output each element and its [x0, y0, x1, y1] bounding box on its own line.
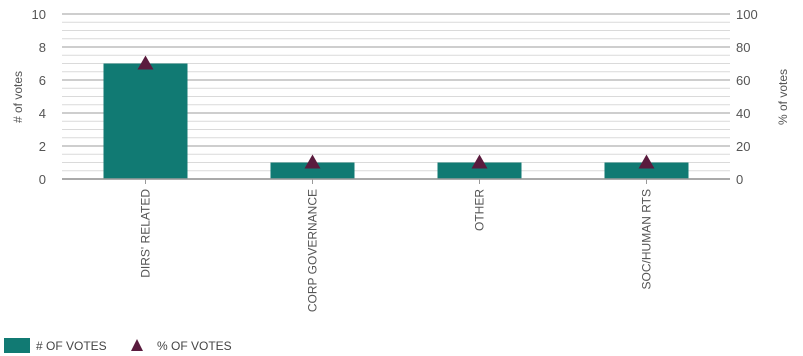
y2-tick-label: 0	[736, 172, 743, 187]
bar	[270, 162, 355, 179]
legend-marker-swatch	[131, 339, 143, 351]
y2-axis-title: % of votes	[776, 69, 790, 125]
y2-tick-label: 80	[736, 40, 750, 55]
bar	[103, 63, 188, 179]
percent-marker	[638, 154, 655, 169]
y2-tick-label: 100	[736, 7, 758, 22]
y-tick-label: 10	[32, 7, 46, 22]
y-tick-label: 4	[39, 106, 46, 121]
y-tick-label: 0	[39, 172, 46, 187]
bars	[103, 63, 689, 179]
percent-marker	[137, 55, 154, 70]
x-category-label: DIRS' RELATED	[139, 189, 153, 278]
y-tick-label: 2	[39, 139, 46, 154]
bar	[437, 162, 522, 179]
markers	[137, 55, 655, 169]
legend-label-percent: % OF VOTES	[157, 339, 232, 353]
x-category-label: SOC/HUMAN RTS	[640, 189, 654, 289]
x-category-label: CORP GOVERNANCE	[306, 189, 320, 312]
y-axis-title: # of votes	[11, 71, 25, 123]
y-tick-label: 8	[39, 40, 46, 55]
x-category-label: OTHER	[473, 189, 487, 231]
bar	[604, 162, 689, 179]
percent-marker	[471, 154, 488, 169]
y-tick-label: 6	[39, 73, 46, 88]
percent-marker	[304, 154, 321, 169]
y2-tick-label: 20	[736, 139, 750, 154]
y2-tick-label: 40	[736, 106, 750, 121]
y2-tick-label: 60	[736, 73, 750, 88]
legend: # OF VOTES % OF VOTES	[4, 338, 232, 353]
legend-label-votes: # OF VOTES	[36, 339, 107, 353]
legend-bar-swatch	[4, 338, 30, 353]
